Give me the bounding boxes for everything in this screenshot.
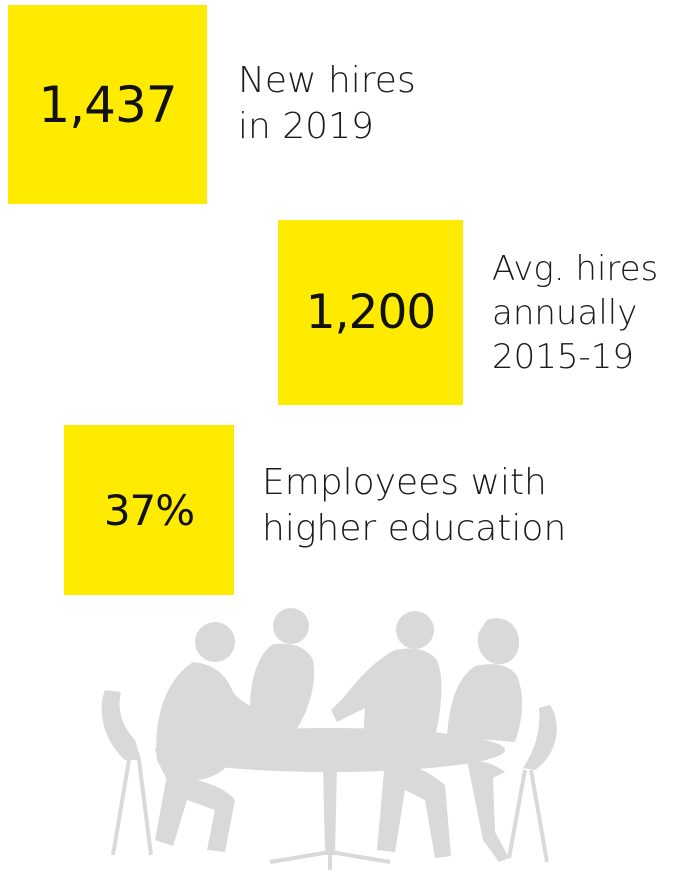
table-base bbox=[269, 850, 391, 870]
chair-right bbox=[523, 705, 557, 770]
person1-legs bbox=[155, 775, 235, 852]
person2-body bbox=[249, 643, 315, 732]
stat-box-higher-education: 37% bbox=[64, 425, 234, 595]
stat-label-line: New hires bbox=[238, 60, 416, 101]
chair-left bbox=[101, 690, 141, 760]
stat-label-new-hires: New hires in 2019 bbox=[238, 58, 416, 150]
stat-label-line: higher education bbox=[262, 508, 567, 549]
stat-label-higher-education: Employees with higher education bbox=[262, 460, 566, 552]
person3-legs bbox=[377, 760, 451, 858]
meeting-silhouette-icon bbox=[101, 608, 557, 870]
person3-head bbox=[396, 611, 434, 649]
chair-legs bbox=[111, 759, 549, 863]
stat-box-new-hires: 1,437 bbox=[8, 5, 207, 204]
stat-label-avg-hires: Avg. hires annually 2015-19 bbox=[492, 247, 658, 379]
person4-body bbox=[447, 664, 523, 742]
stat-value-avg-hires: 1,200 bbox=[305, 285, 437, 340]
person4-head bbox=[477, 618, 519, 665]
person3-body bbox=[331, 648, 442, 738]
stat-label-line: Employees with bbox=[262, 462, 547, 503]
person1-head bbox=[195, 622, 235, 662]
person4-legs bbox=[467, 760, 509, 862]
stat-value-higher-education: 37% bbox=[103, 485, 195, 535]
person1-body bbox=[156, 662, 287, 782]
stat-box-avg-hires: 1,200 bbox=[278, 220, 463, 405]
stat-value-new-hires: 1,437 bbox=[38, 75, 177, 134]
stat-label-line: in 2019 bbox=[238, 106, 374, 147]
stat-label-line: annually bbox=[492, 293, 638, 333]
stat-label-line: 2015-19 bbox=[492, 337, 635, 377]
table-pedestal bbox=[323, 765, 337, 855]
stat-label-line: Avg. hires bbox=[492, 249, 659, 289]
person2-head bbox=[273, 608, 309, 644]
